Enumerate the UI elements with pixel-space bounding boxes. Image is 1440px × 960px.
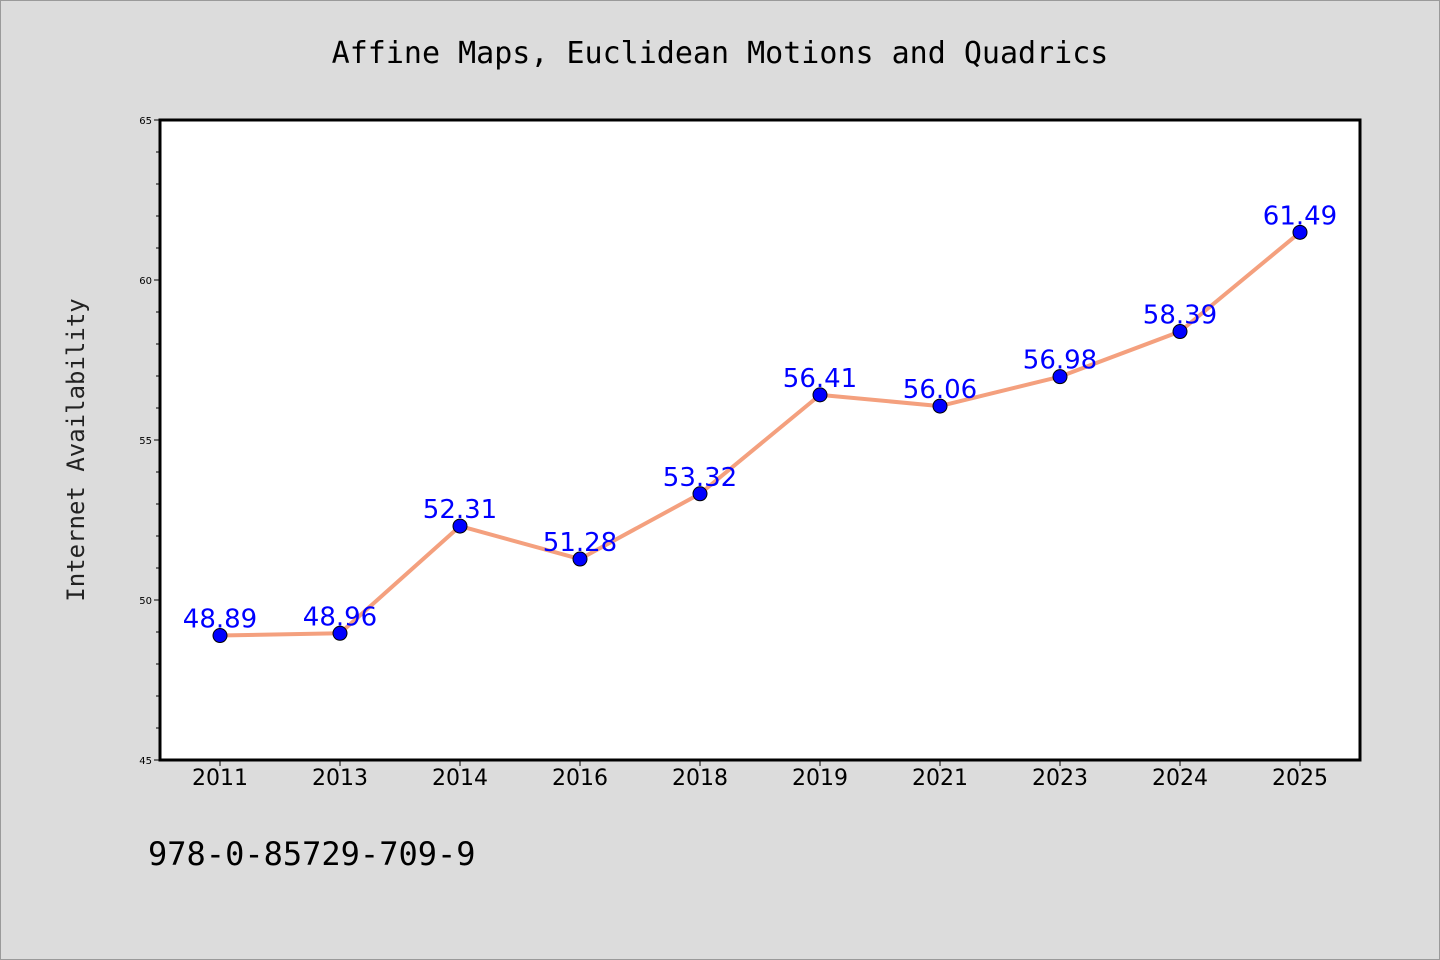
data-label: 53.32 — [663, 463, 737, 493]
data-label: 61.49 — [1263, 201, 1337, 231]
x-tick-label: 2021 — [912, 766, 968, 791]
data-point — [812, 387, 828, 403]
data-label: 56.98 — [1023, 346, 1097, 376]
y-tick-label: 50 — [139, 596, 152, 607]
y-tick-label: 65 — [139, 116, 152, 127]
data-point — [332, 625, 348, 641]
data-point — [1292, 224, 1308, 240]
data-label: 48.96 — [303, 602, 377, 632]
data-label: 58.39 — [1143, 301, 1217, 331]
y-axis: 45 50 55 60 65 — [139, 116, 160, 767]
data-point — [932, 398, 948, 414]
x-tick-label: 2024 — [1152, 766, 1208, 791]
plot-area — [160, 120, 1360, 760]
data-point — [1172, 324, 1188, 340]
x-tick-label: 2025 — [1272, 766, 1328, 791]
data-label: 56.06 — [903, 375, 977, 405]
data-point — [212, 628, 228, 644]
data-label: 48.89 — [183, 605, 257, 635]
data-label: 52.31 — [423, 495, 497, 525]
x-axis: 2011 2013 2014 2016 2018 2019 2021 2023 2024 2025 — [192, 760, 1328, 791]
data-label: 51.28 — [543, 528, 617, 558]
data-markers — [212, 224, 1308, 644]
x-tick-label: 2018 — [672, 766, 728, 791]
x-tick-label: 2016 — [552, 766, 608, 791]
x-tick-label: 2011 — [192, 766, 248, 791]
footer-text: 978-0-85729-709-9 — [148, 835, 476, 873]
y-axis-label: Internet Availability — [62, 298, 90, 601]
chart-title: Affine Maps, Euclidean Motions and Quadr… — [332, 36, 1109, 71]
y-tick-label: 45 — [139, 756, 152, 767]
x-tick-label: 2023 — [1032, 766, 1088, 791]
data-point — [572, 551, 588, 567]
x-tick-label: 2019 — [792, 766, 848, 791]
data-label: 56.41 — [783, 364, 857, 394]
plot-border — [158, 118, 1362, 762]
y-tick-label: 55 — [139, 436, 152, 447]
series-line — [218, 230, 1302, 638]
data-labels: 48.89 48.96 52.31 51.28 53.32 56.41 56.06 56.98… — [183, 201, 1337, 634]
data-point — [1052, 369, 1068, 385]
data-point — [452, 518, 468, 534]
x-tick-label: 2014 — [432, 766, 488, 791]
x-tick-label: 2013 — [312, 766, 368, 791]
data-point — [692, 486, 708, 502]
y-tick-label: 60 — [139, 276, 152, 287]
